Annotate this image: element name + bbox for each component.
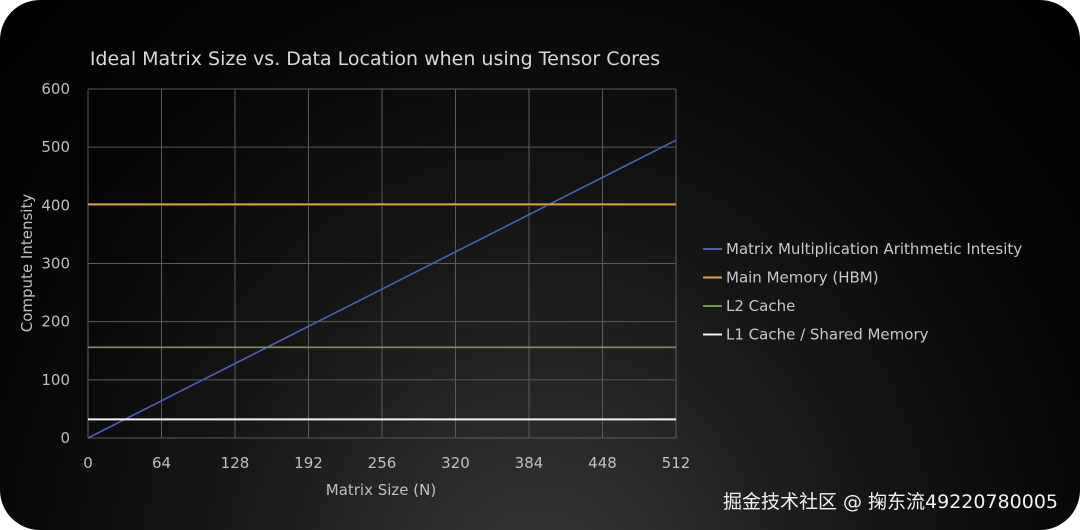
y-tick-label: 300 [41,255,70,273]
legend-label: Main Memory (HBM) [726,269,879,287]
watermark: 掘金技术社区 @ 掬东流49220780005 [722,491,1058,513]
y-tick-label: 200 [41,313,70,331]
x-tick-label: 0 [83,454,93,472]
y-tick-label: 500 [41,138,70,156]
x-tick-label: 256 [368,454,397,472]
series-line [87,139,677,439]
plot-area [87,139,677,439]
y-tick-label: 600 [41,80,70,98]
chart-title: Ideal Matrix Size vs. Data Location when… [90,48,660,70]
axis-ticks: 0 64 128 192 256 320 384 448 512 0 100 200 300 400 500… [41,80,690,472]
y-axis-label: Compute Intensity [18,194,36,333]
x-tick-label: 512 [662,454,691,472]
y-tick-label: 400 [41,196,70,214]
legend-label: L2 Cache [726,297,795,315]
x-axis-label: Matrix Size (N) [326,481,436,499]
grid [87,88,677,439]
x-tick-label: 64 [152,454,171,472]
legend-label: L1 Cache / Shared Memory [726,326,929,344]
x-tick-label: 192 [294,454,323,472]
x-tick-label: 128 [221,454,250,472]
y-tick-label: 0 [60,429,70,447]
x-tick-label: 448 [588,454,617,472]
legend: Matrix Multiplication Arithmetic Intesit… [703,240,1022,344]
y-tick-label: 100 [41,371,70,389]
x-tick-label: 384 [515,454,544,472]
x-tick-label: 320 [441,454,470,472]
legend-label: Matrix Multiplication Arithmetic Intesit… [726,240,1022,258]
